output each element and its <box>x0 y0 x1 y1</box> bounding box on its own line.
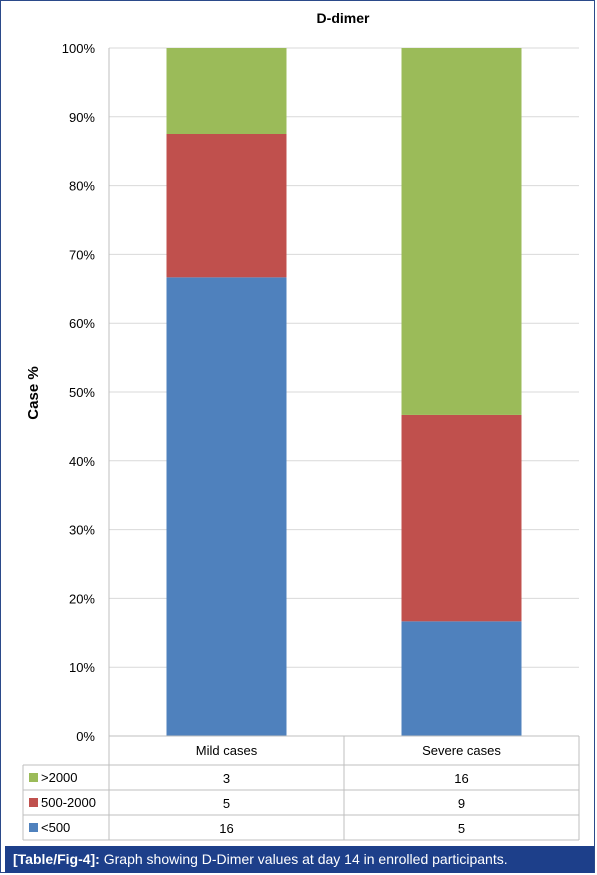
bar-segment <box>401 621 522 736</box>
caption-text: Graph showing D-Dimer values at day 14 i… <box>99 851 508 867</box>
category-label: Severe cases <box>422 743 501 758</box>
bar-segment <box>166 134 287 278</box>
y-tick-label: 20% <box>69 591 95 606</box>
data-label: 9 <box>458 796 465 811</box>
y-tick-label: 50% <box>69 385 95 400</box>
legend-entry: 500-2000 <box>41 795 96 810</box>
legend-swatch <box>29 798 38 807</box>
y-tick-label: 80% <box>69 179 95 194</box>
y-tick-label: 0% <box>76 729 95 744</box>
y-axis-title: Case % <box>25 366 42 419</box>
data-label: 3 <box>223 771 230 786</box>
data-label: 5 <box>458 821 465 836</box>
data-label: 16 <box>219 821 233 836</box>
y-tick-labels: 0% 10% 20% 30% 40% 50% 60% 70% 80% 90% 100% <box>62 41 96 744</box>
data-label: 5 <box>223 796 230 811</box>
y-tick-label: 40% <box>69 454 95 469</box>
bar-segment <box>401 414 522 622</box>
legend-entry: >2000 <box>41 770 78 785</box>
y-tick-label: 30% <box>69 523 95 538</box>
y-tick-label: 10% <box>69 660 95 675</box>
stacked-bar-chart: D-dimer Case % 0% 10% 20% 30% 40% 50% 60% 70% 80… <box>22 10 580 841</box>
y-tick-label: 60% <box>69 316 95 331</box>
legend-swatch <box>29 823 38 832</box>
y-tick-label: 100% <box>62 41 96 56</box>
y-tick-label: 70% <box>69 247 95 262</box>
legend-entry: <500 <box>41 820 70 835</box>
category-label: Mild cases <box>196 743 258 758</box>
chart-title: D-dimer <box>317 10 370 26</box>
caption-label: [Table/Fig-4]: <box>13 851 100 867</box>
legend-swatch <box>29 773 38 782</box>
data-label: 16 <box>454 771 468 786</box>
y-tick-label: 90% <box>69 110 95 125</box>
bar-segment <box>166 48 287 134</box>
data-table: Mild cases Severe cases >2000 3 16 500-2000 5 9… <box>22 735 580 841</box>
bar-segment <box>166 277 287 736</box>
bar-segment <box>401 48 522 415</box>
bars <box>166 48 522 736</box>
figure-caption: [Table/Fig-4]: Graph showing D-Dimer val… <box>5 846 594 873</box>
